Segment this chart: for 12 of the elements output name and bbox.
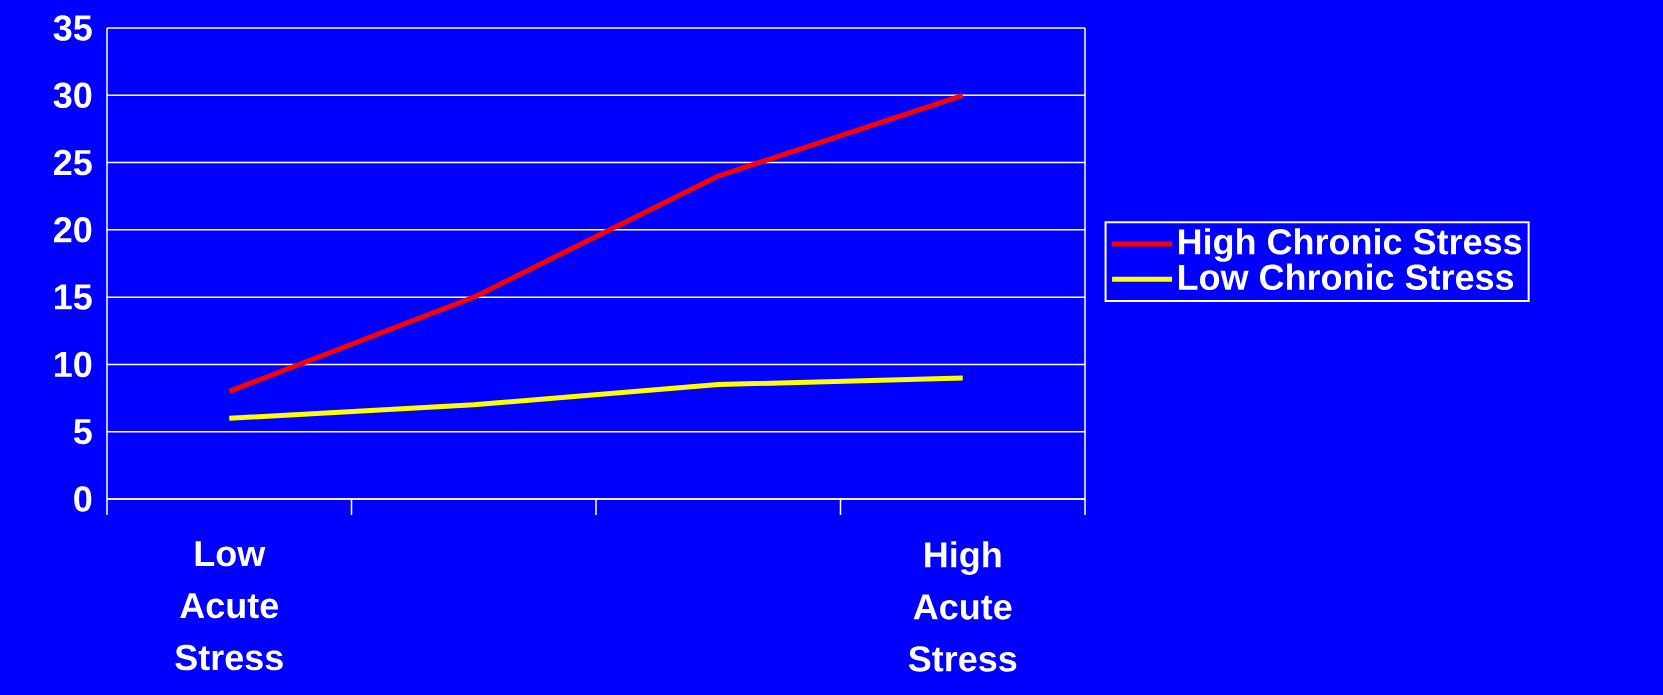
y-tick-label: 15 [55, 284, 92, 310]
x-tick-label: Low Acute Stress [175, 541, 283, 671]
x-tick-label: High Acute Stress [908, 541, 1017, 672]
y-tick-label: 10 [55, 351, 92, 378]
y-tick-label: 20 [54, 217, 92, 243]
y-tick-label: 5 [73, 419, 92, 445]
legend-label: Low Chronic Stress [1178, 263, 1514, 291]
legend-label: High Chronic Stress [1178, 228, 1522, 262]
y-tick-label: 30 [53, 82, 92, 109]
y-tick-label: 25 [54, 149, 92, 176]
y-tick-label: 0 [74, 486, 92, 512]
y-tick-label: 35 [53, 15, 92, 41]
